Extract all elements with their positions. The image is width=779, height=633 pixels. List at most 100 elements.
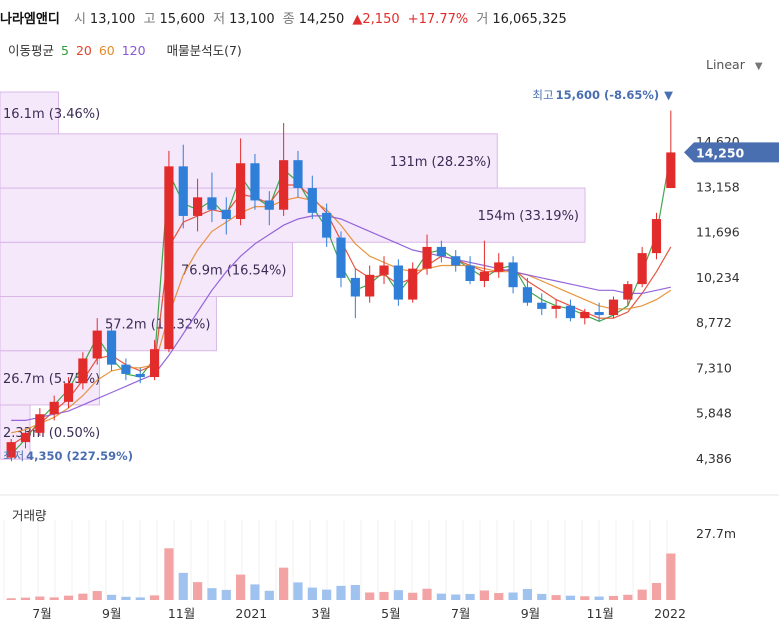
scale-label: Linear xyxy=(706,57,745,72)
candle-body xyxy=(623,284,633,300)
candle-body xyxy=(264,200,274,210)
volume-panel-title: 거래량 xyxy=(12,508,47,523)
candle-body xyxy=(436,246,446,257)
y-tick-label: 4,386 xyxy=(696,451,732,466)
low-value: 13,100 xyxy=(229,12,275,27)
volume-label: 거 xyxy=(476,12,489,27)
ma5-legend[interactable]: 5 xyxy=(61,43,69,58)
volume-profile-label: 16.1m (3.46%) xyxy=(3,107,100,122)
volume-bar xyxy=(6,598,16,600)
quote-header: 나라엠앤디 시 13,100 고 15,600 저 13,100 종 14,250 ▲2… xyxy=(0,0,779,36)
candle-body xyxy=(92,330,102,359)
moving-average-label[interactable]: 이동평균 xyxy=(8,43,55,58)
volume-bar xyxy=(178,572,188,600)
volume-bar xyxy=(49,597,59,600)
volume-bar xyxy=(121,596,131,600)
candle-body xyxy=(422,246,432,269)
volume-profile-label: 131m (28.23%) xyxy=(390,155,491,170)
x-tick-label: 11월 xyxy=(587,606,614,621)
high-note: 최고 15,600 (-8.65%) ▼ xyxy=(532,88,673,102)
candle-body xyxy=(336,237,346,278)
x-tick-label: 7월 xyxy=(451,606,470,621)
volume-bar xyxy=(651,582,662,600)
volume-bars xyxy=(6,548,676,600)
volume-bar xyxy=(379,591,389,600)
volume-bar xyxy=(135,597,145,600)
x-tick-label: 3월 xyxy=(311,606,330,621)
volume-bar xyxy=(465,593,475,600)
candle-body xyxy=(106,330,117,365)
candle-body xyxy=(580,311,590,319)
ma20-legend[interactable]: 20 xyxy=(75,43,92,58)
volume-bar xyxy=(666,553,676,600)
volume-bar xyxy=(264,590,274,600)
candle-body xyxy=(666,152,676,189)
candle-body xyxy=(594,311,604,316)
ma-line-60 xyxy=(11,196,672,434)
volume-bar xyxy=(35,596,45,600)
x-tick-label: 9월 xyxy=(102,606,121,621)
volume-bar xyxy=(336,585,346,600)
volume-bar xyxy=(494,593,504,600)
scale-select[interactable]: Linear ▼ xyxy=(706,57,763,72)
close-label: 종 xyxy=(282,12,295,27)
volume-bar xyxy=(637,589,647,600)
stock-name[interactable]: 나라엠앤디 xyxy=(0,12,60,27)
candle-body xyxy=(322,212,332,238)
high-value: 15,600 xyxy=(159,12,206,27)
candle-body xyxy=(279,160,289,210)
candle-body xyxy=(637,253,647,285)
candle-body xyxy=(121,364,131,374)
candle-body xyxy=(651,219,662,254)
chevron-down-icon: ▼ xyxy=(754,61,763,72)
volume-profile-band xyxy=(0,91,59,135)
candle-body xyxy=(236,163,246,220)
candle-body xyxy=(178,166,188,216)
ma120-legend[interactable]: 120 xyxy=(121,43,146,58)
candle-body xyxy=(149,349,160,378)
volume-bar xyxy=(236,574,246,600)
close-value: 14,250 xyxy=(298,12,345,27)
quote-row: 나라엠앤디 시 13,100 고 15,600 저 13,100 종 14,250 ▲2… xyxy=(0,8,571,27)
volume-bar xyxy=(451,594,461,600)
volume-bar xyxy=(422,588,432,600)
y-tick-label: 7,310 xyxy=(696,360,732,375)
indicator-legend: 이동평균 5 20 60 120 매물분석도(7) xyxy=(8,40,245,59)
volume-bar xyxy=(350,584,360,600)
volume-bar xyxy=(393,590,403,600)
high-label: 고 xyxy=(143,12,156,27)
x-axis: 7월 9월 11월 2021 3월 5월 7월 9월 11월 2022 xyxy=(32,606,686,621)
volume-bar xyxy=(207,588,217,600)
candle-body xyxy=(551,305,561,309)
ma60-legend[interactable]: 60 xyxy=(98,43,115,58)
volume-profile-label: 154m (33.19%) xyxy=(478,209,579,224)
x-tick-label: 9월 xyxy=(521,606,540,621)
candle-body xyxy=(565,305,576,319)
up-arrow-icon: ▲ xyxy=(352,12,363,27)
volume-bar xyxy=(149,595,160,600)
candle-body xyxy=(393,265,403,300)
volume-bar xyxy=(193,582,203,600)
candle-body xyxy=(221,209,231,220)
volume-bar xyxy=(436,593,446,600)
volume-profile-legend[interactable]: 매물분석도(7) xyxy=(166,43,242,58)
volume-bar xyxy=(623,594,633,600)
volume-bar xyxy=(307,587,317,600)
change-percent: +17.77% xyxy=(407,12,469,27)
volume-profile-label: 2.33m (0.50%) xyxy=(3,426,100,441)
candle-body xyxy=(164,166,174,350)
candle-body xyxy=(408,268,418,300)
candle-body xyxy=(307,188,317,213)
volume-bar xyxy=(565,595,576,600)
candles xyxy=(6,110,676,460)
candle-body xyxy=(293,160,303,189)
candle-body xyxy=(522,287,533,303)
x-tick-label: 7월 xyxy=(32,606,51,621)
candle-body xyxy=(35,414,45,433)
price-notes: 최고 15,600 (-8.65%) ▼ 최저 4,350 (227.59%) xyxy=(3,88,673,463)
candle-body xyxy=(135,373,145,378)
y-axis: 4,3865,8487,3108,77210,23411,69613,15814… xyxy=(696,134,740,466)
candle-body xyxy=(49,401,59,415)
volume-bar xyxy=(522,589,533,600)
